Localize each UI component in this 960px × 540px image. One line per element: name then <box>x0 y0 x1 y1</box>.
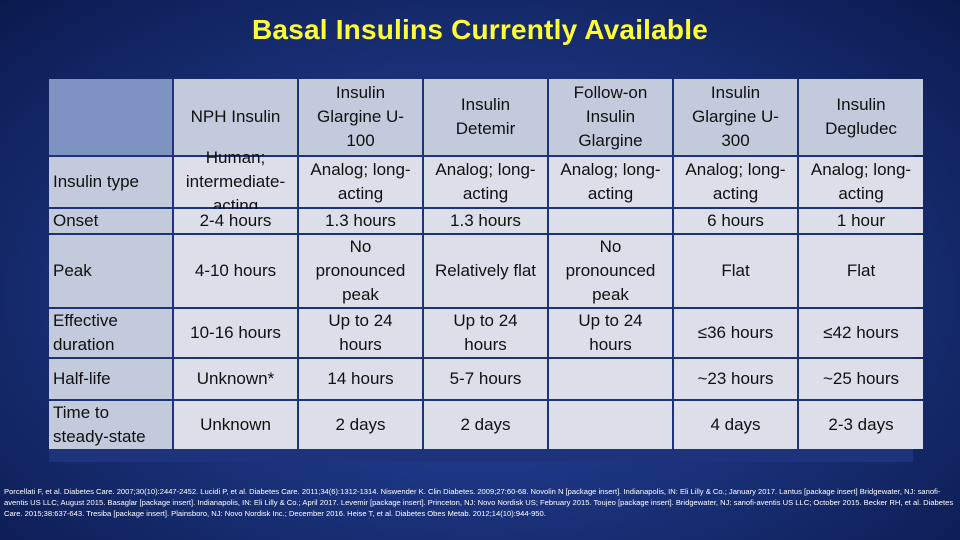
insulin-comparison-table: NPH Insulin Insulin Glargine U-100 Insul… <box>49 79 923 462</box>
column-header-detemir: Insulin Detemir <box>424 79 547 155</box>
column-header-label: Insulin Detemir <box>455 95 516 138</box>
table-cell: 4 days <box>674 401 797 449</box>
table-cell: ~23 hours <box>674 359 797 399</box>
table-cell: Flat <box>674 235 797 307</box>
cell-text: Up to 24 hours <box>578 311 643 354</box>
column-header-degludec: Insulin Degludec <box>799 79 923 155</box>
table-cell: Analog; long-acting <box>799 157 923 207</box>
table-cell: Up to 24 hours <box>299 309 422 357</box>
table-cell: No pronounced peak <box>549 235 672 307</box>
row-label-time-to-steady-state: Time to steady-state <box>49 401 172 449</box>
column-header-follow-on-glargine: Follow-on Insulin Glargine <box>549 79 672 155</box>
table-cell: 6 hours <box>674 209 797 233</box>
table-cell: ~25 hours <box>799 359 923 399</box>
column-header-label: Insulin Degludec <box>825 95 897 138</box>
table-cell: No pronounced peak <box>299 235 422 307</box>
table-cell: 2 days <box>299 401 422 449</box>
table-cell: Unknown <box>174 401 297 449</box>
table-cell: 1 hour <box>799 209 923 233</box>
table-cell: Analog; long-acting <box>299 157 422 207</box>
table-cell: Analog; long-acting <box>549 157 672 207</box>
table-cell: Analog; long-acting <box>674 157 797 207</box>
row-label-insulin-type: Insulin type <box>49 157 172 207</box>
table-cell: 2-4 hours <box>174 209 297 233</box>
row-label-peak: Peak <box>49 235 172 307</box>
slide-title: Basal Insulins Currently Available <box>252 14 708 45</box>
table-cell <box>549 209 672 233</box>
cell-text: Human; intermediate-acting <box>185 148 286 215</box>
row-label-onset: Onset <box>49 209 172 233</box>
row-label-effective-duration: Effective duration <box>49 309 172 357</box>
cell-text: Analog; long-acting <box>810 160 912 203</box>
table-cell: Unknown* <box>174 359 297 399</box>
table-cell: 1.3 hours <box>424 209 547 233</box>
cell-text: Analog; long-acting <box>560 160 661 203</box>
table-cell: 1.3 hours <box>299 209 422 233</box>
table-cell: ≤36 hours <box>674 309 797 357</box>
table-cell: 10-16 hours <box>174 309 297 357</box>
table-cell: 2 days <box>424 401 547 449</box>
column-header-glargine-u300: Insulin Glargine U-300 <box>674 79 797 155</box>
table-cell: Analog; long-acting <box>424 157 547 207</box>
cell-text: No pronounced peak <box>315 237 406 304</box>
row-label-text: Effective duration <box>53 311 118 354</box>
column-header-label: Insulin Glargine U-300 <box>692 83 779 150</box>
cell-text: Up to 24 hours <box>453 311 518 354</box>
table-cell: Human; intermediate-acting <box>174 148 297 215</box>
table-cell: Up to 24 hours <box>424 309 547 357</box>
table-cell: 5-7 hours <box>424 359 547 399</box>
column-header-label: NPH Insulin <box>190 107 281 126</box>
table-cell <box>549 401 672 449</box>
table-cell: Relatively flat <box>424 235 547 307</box>
column-header-glargine-u100: Insulin Glargine U-100 <box>299 79 422 155</box>
cell-text: Analog; long-acting <box>310 160 411 203</box>
table-cell: ≤42 hours <box>799 309 923 357</box>
column-header-label: Insulin Glargine U-100 <box>317 83 404 150</box>
column-header-nph: NPH Insulin <box>174 79 297 155</box>
table-cell: 4-10 hours <box>174 235 297 307</box>
cell-text: Up to 24 hours <box>328 311 393 354</box>
table-cell: Up to 24 hours <box>549 309 672 357</box>
table-cell <box>549 359 672 399</box>
table-corner-cell <box>49 79 172 155</box>
table-cell: 2-3 days <box>799 401 923 449</box>
table-cell: Flat <box>799 235 923 307</box>
references-footnote: Porcellati F, et al. Diabetes Care. 2007… <box>4 487 954 518</box>
row-label-text: Time to steady-state <box>53 403 146 446</box>
cell-text: Analog; long-acting <box>435 160 536 203</box>
column-header-label: Follow-on Insulin Glargine <box>573 83 648 150</box>
cell-text: No pronounced peak <box>565 237 656 304</box>
row-label-half-life: Half-life <box>49 359 172 399</box>
cell-text: Analog; long-acting <box>685 160 786 203</box>
table-cell: 14 hours <box>299 359 422 399</box>
